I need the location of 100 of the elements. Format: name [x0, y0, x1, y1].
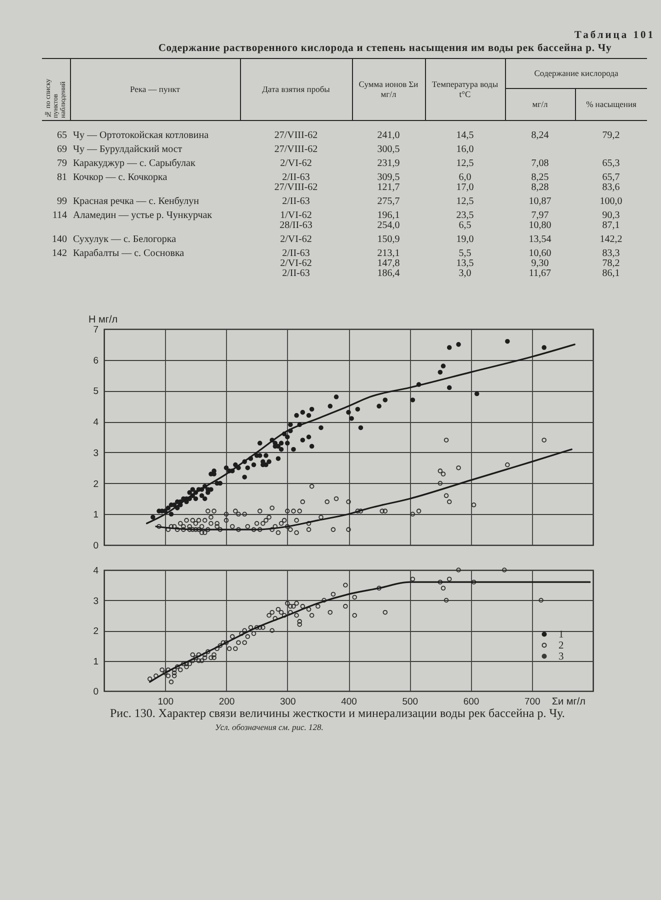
text: 1/VI-62 [280, 210, 312, 221]
text: 11,67 [528, 268, 552, 279]
text: 150,9 [377, 234, 400, 245]
text: 7,97 [531, 210, 549, 221]
text: 6,0 [458, 172, 472, 183]
text: 121,7 [377, 182, 400, 193]
text: 2/II-63 [282, 248, 310, 259]
text: 10,87 [528, 196, 552, 207]
text: 87,1 [602, 220, 620, 231]
y-tick-label: 5 [93, 386, 98, 398]
text: 2/VI-62 [280, 158, 312, 169]
category-label: Река — пункт [70, 58, 240, 120]
text: 8,28 [531, 182, 549, 193]
text: Карабалты — с. Сосновка [73, 248, 184, 259]
y-axis-title: H мг/л [88, 314, 118, 326]
text: 231,9 [377, 158, 400, 169]
text: 2/II-63 [282, 172, 310, 183]
text: 2/II-63 [282, 268, 310, 279]
category-label: % насыщения [575, 88, 647, 120]
line-series [149, 581, 591, 683]
x-tick-label: 400 [341, 696, 357, 708]
line-series [155, 448, 572, 530]
text: 14,5 [456, 130, 474, 141]
text: 83,3 [602, 248, 620, 259]
text: 3,0 [458, 268, 472, 279]
text: 65 [57, 130, 67, 141]
legend-label: 1 [558, 629, 564, 640]
text: 142,2 [600, 234, 622, 245]
text: 7,08 [531, 158, 549, 169]
y-tick-label: 0 [93, 686, 98, 698]
text: 12,5 [456, 196, 474, 207]
text: Чу — Ортотокойская котловина [73, 130, 209, 141]
category-label: Сумма ионов Σи мг/л [352, 58, 425, 120]
y-tick-label: 3 [93, 448, 98, 459]
text: Аламедин — устье р. Чункурчак [73, 210, 212, 221]
y-tick-label: 0 [93, 540, 98, 552]
text: 142 [52, 248, 67, 259]
x-tick-label: 500 [402, 696, 418, 708]
text: 65,3 [602, 158, 620, 169]
text: 65,7 [602, 172, 620, 183]
text: 10,80 [528, 220, 552, 231]
text: 241,0 [377, 130, 400, 141]
text: Рис. 130. Характер связи величины жесткости и минерализации воды рек бассейна р. Чу. [110, 706, 565, 721]
text: 12,5 [456, 158, 474, 169]
text: 309,5 [377, 172, 400, 183]
text: 254,0 [377, 220, 400, 231]
text: 8,25 [531, 172, 549, 183]
x-tick-label: 200 [218, 696, 235, 708]
text: 8,24 [531, 130, 549, 141]
text: Чу — Бурулдайский мост [73, 144, 182, 155]
text: 140 [52, 234, 67, 245]
y-tick-label: 4 [93, 417, 98, 428]
text: 90,3 [602, 210, 620, 221]
y-tick-label: 7 [93, 324, 98, 336]
text: 5,5 [458, 248, 472, 259]
text: 186,4 [377, 268, 400, 279]
category-label: Дата взятия пробы [240, 58, 352, 120]
text: 147,8 [377, 258, 400, 269]
y-tick-label: 2 [93, 478, 98, 490]
text: 99 [57, 196, 67, 207]
text: 86,1 [602, 268, 620, 279]
text: 83,6 [602, 182, 620, 193]
text: 27/VIII-62 [274, 182, 318, 193]
y-tick-label: 2 [93, 626, 98, 637]
text: 27/VIII-62 [274, 144, 318, 155]
x-tick-label: 600 [463, 696, 480, 708]
text: 213,1 [377, 248, 400, 259]
text: Содержание растворенного кислорода и степень насыщения им воды рек бассейна р. Чу [157, 43, 613, 54]
x-tick-label: 700 [524, 696, 540, 708]
text: Красная речка — с. Кенбулун [73, 196, 199, 207]
text: 100,0 [600, 196, 622, 207]
text: 81 [57, 172, 67, 183]
text: 16,0 [456, 144, 474, 155]
text: 78,2 [602, 258, 620, 269]
text: 9,30 [531, 258, 549, 269]
text: 6,5 [458, 220, 472, 231]
text: 69 [57, 144, 67, 155]
x-tick-label: 300 [280, 696, 296, 708]
legend-label: 3 [558, 651, 564, 662]
text: 27/VIII-62 [274, 130, 318, 141]
text: 114 [52, 210, 67, 221]
text: Содержание кислорода [505, 58, 647, 88]
y-tick-label: 4 [93, 566, 98, 576]
text: 13,5 [456, 258, 474, 269]
y-tick-label: 3 [93, 596, 98, 607]
text: Кочкор — с. Кочкорка [73, 172, 168, 183]
text: Сухулук — с. Белогорка [73, 234, 176, 245]
text: 19,0 [456, 234, 474, 245]
text: 275,7 [377, 196, 400, 207]
text: 79,2 [602, 130, 620, 141]
text: 300,5 [377, 144, 400, 155]
y-tick-label: 6 [93, 355, 98, 366]
y-tick-label: 1 [93, 510, 98, 521]
text: Таблица 101 [574, 30, 655, 41]
text: 28/II-63 [280, 220, 312, 231]
category-label: Температура воды t°C [425, 58, 505, 120]
text: 2/VI-62 [280, 258, 312, 269]
x-axis-title: Σи мг/л [552, 696, 586, 708]
y-tick-label: 1 [93, 656, 98, 668]
text: 2/II-63 [282, 196, 310, 207]
